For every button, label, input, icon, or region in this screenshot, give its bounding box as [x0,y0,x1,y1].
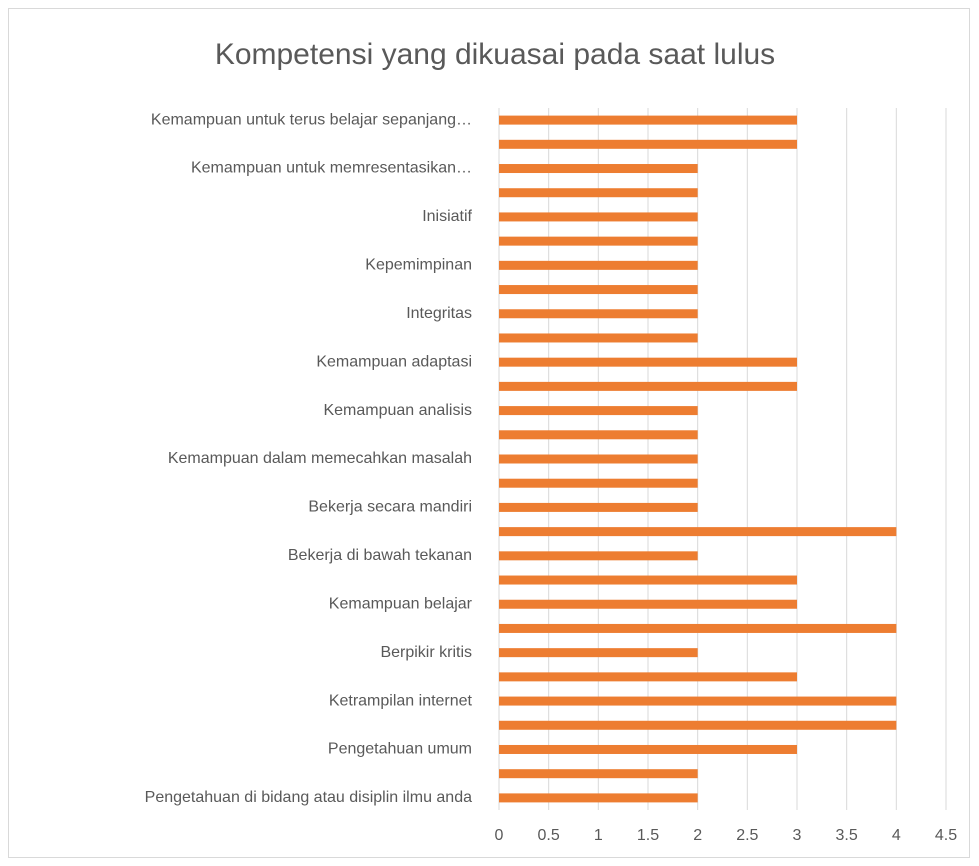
x-tick-label: 4.5 [935,827,957,844]
y-tick-label: Kemampuan belajar [329,595,473,612]
bar [499,623,897,633]
x-tick-label: 2 [693,827,702,844]
y-tick-label: Berpikir kritis [380,644,472,661]
y-tick-label: Kemampuan dalam memecahkan masalah [168,450,472,467]
bar [499,164,698,174]
bar [499,478,698,488]
x-tick-label: 2.5 [736,827,758,844]
x-tick-label: 3 [793,827,802,844]
bar [499,551,698,561]
y-tick-label: Kemampuan untuk terus belajar sepanjang… [151,111,472,128]
x-tick-label: 3.5 [836,827,858,844]
chart-frame [8,8,970,858]
x-tick-label: 0 [495,827,504,844]
bar [499,188,698,198]
bar [499,793,698,803]
bar [499,285,698,295]
y-tick-label: Integritas [406,305,472,322]
bar [499,381,797,391]
bar [499,212,698,222]
y-tick-label: Ketrampilan internet [329,692,473,709]
bar [499,696,897,706]
y-tick-label: Bekerja secara mandiri [308,499,472,516]
y-tick-label: Kemampuan adaptasi [316,353,472,370]
bar [499,527,897,537]
x-tick-label: 0.5 [538,827,560,844]
y-tick-label: Bekerja di bawah tekanan [288,547,472,564]
bar [499,769,698,779]
bar [499,454,698,464]
bar [499,333,698,343]
bar [499,720,897,730]
bar [499,744,797,754]
bar [499,672,797,682]
y-tick-label: Kepemimpinan [365,257,472,274]
bar [499,575,797,585]
bar [499,139,797,149]
y-tick-label: Kemampuan untuk memresentasikan… [191,160,472,177]
y-tick-label: Pengetahuan umum [328,741,472,758]
x-tick-label: 1 [594,827,603,844]
bar [499,502,698,512]
bar [499,260,698,270]
bar [499,648,698,658]
y-tick-label: Inisiatif [422,208,472,225]
bar [499,236,698,246]
y-tick-label: Kemampuan analisis [323,402,472,419]
x-tick-label: 1.5 [637,827,659,844]
bar [499,430,698,440]
x-tick-label: 4 [892,827,901,844]
bar [499,309,698,319]
bar [499,406,698,416]
chart-title: Kompetensi yang dikuasai pada saat lulus [215,38,775,71]
y-tick-label: Pengetahuan di bidang atau disiplin ilmu… [145,789,472,806]
bar [499,599,797,609]
bar [499,357,797,367]
bar [499,115,797,125]
